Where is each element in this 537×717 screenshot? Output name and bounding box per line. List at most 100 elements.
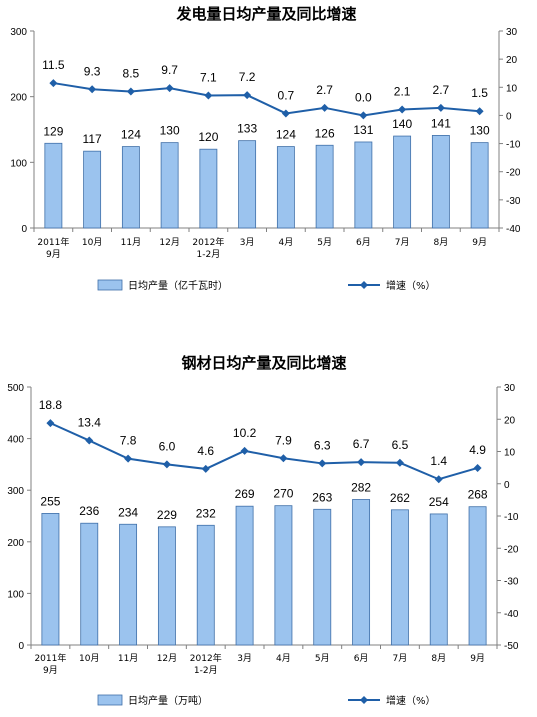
chart1-bar xyxy=(431,135,450,229)
chart1-bar-label: 130 xyxy=(470,124,490,138)
chart1-bar xyxy=(276,146,295,229)
chart1-growth-point xyxy=(165,84,174,93)
chart2-growth-label: 10.2 xyxy=(233,426,257,440)
chart1-bar xyxy=(354,141,373,229)
chart2-right-tick-label: 10 xyxy=(504,448,516,459)
chart2-legend-bar-swatch xyxy=(97,694,123,706)
chart1-x-tick-label: 3月 xyxy=(240,237,255,248)
chart1-x-tick-label: 9月 xyxy=(46,249,61,260)
chart2-bar xyxy=(235,505,254,646)
chart2-right-tick-label: -20 xyxy=(504,544,519,555)
chart2-right-tick-label: -10 xyxy=(504,512,519,523)
chart1-growth-point xyxy=(126,87,135,96)
chart2-growth-line xyxy=(50,422,478,481)
chart1-growth-label: 11.5 xyxy=(42,58,65,72)
chart1-x-tick-label: 6月 xyxy=(356,237,371,248)
chart1-growth-label: 2.7 xyxy=(433,83,450,97)
chart1-growth-point xyxy=(281,109,290,118)
chart1-left-tick-label: 200 xyxy=(10,93,27,104)
chart2-left-tick-label: 300 xyxy=(7,486,24,497)
chart1-bar xyxy=(83,150,102,229)
chart1-bar-label: 124 xyxy=(276,128,296,142)
chart2-growth-label: 18.8 xyxy=(39,398,63,412)
chart1-growth-label: 0.7 xyxy=(278,88,295,102)
chart1-growth-label: 7.2 xyxy=(239,70,256,84)
chart2-right-tick-label: 0 xyxy=(504,480,510,491)
chart1-growth-label: 9.7 xyxy=(161,63,178,77)
chart1-growth-point xyxy=(320,103,329,112)
chart2-bar-label: 229 xyxy=(157,508,177,522)
chart2-growth-label: 6.3 xyxy=(314,438,331,452)
chart2-x-tick-label: 11月 xyxy=(118,653,138,664)
chart1-growth-point xyxy=(204,91,213,100)
chart2-bar xyxy=(390,509,409,646)
chart1-x-tick-label: 12月 xyxy=(159,237,179,248)
chart2-bar xyxy=(41,513,60,646)
chart2-x-tick-label: 9月 xyxy=(43,665,58,676)
chart1-bar xyxy=(121,146,140,229)
chart1-left-tick-label: 100 xyxy=(10,158,27,169)
chart2-growth-point xyxy=(85,436,94,445)
chart2-growth-label: 1.4 xyxy=(430,454,447,468)
chart1-growth-label: 0.0 xyxy=(355,90,372,104)
chart2-x-tick-label: 6月 xyxy=(354,653,369,664)
chart1-bar xyxy=(315,144,334,229)
chart1-right-tick-label: 10 xyxy=(506,83,518,94)
chart1-right-tick-label: -40 xyxy=(506,224,521,235)
chart2-growth-point xyxy=(240,446,249,455)
chart2-left-tick-label: 0 xyxy=(18,641,24,652)
chart1-bar-label: 126 xyxy=(315,126,335,140)
chart2-growth-point xyxy=(434,475,443,484)
chart2-growth-point xyxy=(162,460,171,469)
chart2-growth-label: 4.6 xyxy=(197,444,214,458)
chart1-x-tick-label: 7月 xyxy=(395,237,410,248)
chart1-bar xyxy=(160,142,179,229)
chart1-bar xyxy=(393,135,412,229)
chart2-bar-label: 234 xyxy=(118,505,138,519)
chart2-right-tick-label: -30 xyxy=(504,577,519,588)
chart2-x-tick-label: 8月 xyxy=(431,653,446,664)
chart2-x-tick-label: 9月 xyxy=(470,653,485,664)
chart2-growth-point xyxy=(357,458,366,467)
chart2-legend-line-label: 增速（%） xyxy=(386,694,436,707)
chart2-bar-label: 263 xyxy=(312,490,332,504)
chart1-bar-label: 140 xyxy=(392,117,412,131)
chart2-legend-bar-label: 日均产量（万吨） xyxy=(128,694,208,707)
chart2-bar-label: 270 xyxy=(273,487,293,501)
chart2-x-tick-label: 12月 xyxy=(157,653,177,664)
chart1-legend-line-marker xyxy=(360,281,368,289)
chart1-bar xyxy=(238,140,257,229)
chart2-legend-line-marker xyxy=(360,696,368,704)
chart1-bar xyxy=(470,142,489,229)
chart1-bar xyxy=(199,148,218,229)
chart2-bar xyxy=(157,526,176,646)
chart1-bar-label: 129 xyxy=(43,124,63,138)
chart1-growth-point xyxy=(436,103,445,112)
chart1-x-tick-label: 9月 xyxy=(472,237,487,248)
chart2-bar-label: 232 xyxy=(196,506,216,520)
chart1-right-tick-label: 30 xyxy=(506,27,518,38)
chart1-right-tick-label: -20 xyxy=(506,168,521,179)
chart1-bar-label: 141 xyxy=(431,116,451,130)
chart2-growth-label: 6.7 xyxy=(353,437,370,451)
chart2-bar-label: 269 xyxy=(235,487,255,501)
chart1-left-tick-label: 0 xyxy=(21,224,27,235)
chart1-x-tick-label: 1-2月 xyxy=(197,249,221,260)
chart1-x-tick-label: 5月 xyxy=(317,237,332,248)
chart1-growth-label: 7.1 xyxy=(200,70,217,84)
chart1-right-tick-label: -30 xyxy=(506,196,521,207)
chart1-growth-label: 8.5 xyxy=(123,67,140,81)
chart2-growth-label: 7.8 xyxy=(120,434,137,448)
chart2-growth-point xyxy=(279,454,288,463)
chart2-bar xyxy=(429,513,448,646)
chart1-x-tick-label: 8月 xyxy=(434,237,449,248)
chart1-left-tick-label: 300 xyxy=(10,27,27,38)
chart2-x-tick-label: 10月 xyxy=(79,653,99,664)
chart2-growth-point xyxy=(46,419,55,428)
chart2-bar xyxy=(274,505,293,646)
chart1-growth-point xyxy=(88,85,97,94)
chart2-left-tick-label: 100 xyxy=(7,589,24,600)
chart2-right-tick-label: 20 xyxy=(504,415,516,426)
chart2-growth-label: 6.0 xyxy=(159,439,176,453)
